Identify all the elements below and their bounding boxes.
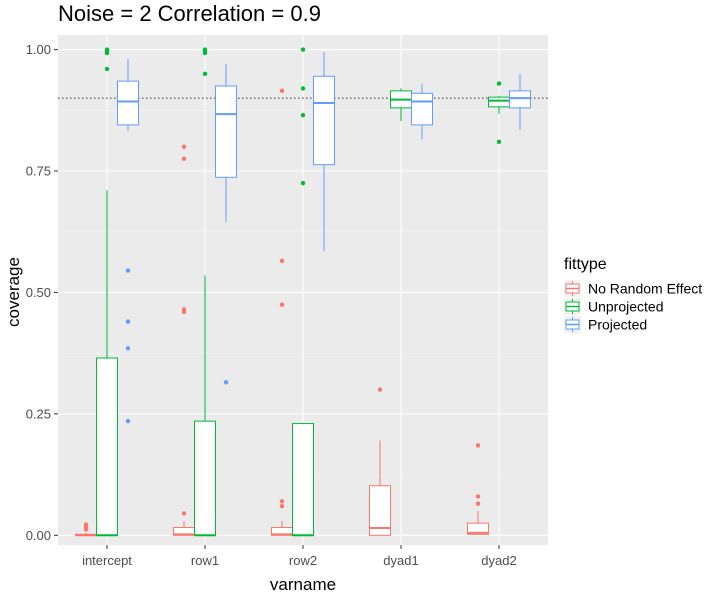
box bbox=[292, 423, 314, 536]
outlier-point bbox=[202, 71, 208, 77]
outlier-point bbox=[279, 88, 285, 94]
box-group bbox=[173, 144, 195, 536]
box-group bbox=[117, 59, 139, 424]
axes: 0.00 0.25 0.50 0.75 1.00 intercept row1 row2 dya… bbox=[26, 42, 517, 568]
outlier-point bbox=[300, 86, 306, 91]
outlier-point bbox=[279, 302, 285, 307]
outlier-point bbox=[300, 180, 306, 186]
outlier-point bbox=[181, 511, 187, 516]
y-tick-label: 0.25 bbox=[26, 406, 51, 421]
box bbox=[369, 485, 391, 536]
box-group bbox=[292, 47, 314, 537]
box bbox=[509, 90, 531, 109]
x-tick-label: row2 bbox=[289, 553, 317, 568]
y-axis-title: coverage bbox=[4, 257, 23, 327]
box-group bbox=[96, 47, 118, 537]
outlier-point bbox=[104, 66, 110, 72]
y-tick-label: 0.00 bbox=[26, 528, 51, 543]
outlier-point bbox=[181, 307, 187, 312]
box-group bbox=[313, 52, 335, 252]
outlier-point bbox=[496, 81, 502, 86]
x-tick-label: row1 bbox=[191, 553, 219, 568]
legend-key bbox=[564, 298, 581, 315]
outlier-point bbox=[223, 380, 229, 385]
box-group bbox=[75, 522, 97, 537]
box bbox=[488, 96, 510, 108]
outlier-point bbox=[83, 522, 89, 527]
outlier-point bbox=[181, 144, 187, 149]
box bbox=[117, 80, 139, 126]
outlier-point bbox=[181, 156, 187, 162]
outlier-point bbox=[475, 501, 481, 506]
box bbox=[194, 420, 216, 536]
box-group bbox=[215, 64, 237, 385]
legend-label: Unprojected bbox=[588, 299, 664, 315]
outlier-point bbox=[202, 47, 208, 52]
box-group bbox=[390, 88, 412, 121]
outlier-point bbox=[125, 418, 131, 424]
box-group bbox=[369, 387, 391, 536]
box bbox=[96, 357, 118, 536]
y-tick-label: 0.75 bbox=[26, 164, 51, 179]
outlier-point bbox=[279, 503, 285, 509]
outlier-point bbox=[377, 387, 383, 392]
box-group bbox=[194, 47, 216, 537]
chart-marks bbox=[75, 47, 531, 537]
y-tick-label: 1.00 bbox=[26, 42, 51, 57]
x-axis-title: varname bbox=[270, 575, 336, 594]
outlier-point bbox=[125, 319, 131, 324]
x-tick-label: dyad1 bbox=[383, 553, 418, 568]
legend-label: Projected bbox=[588, 317, 647, 333]
outlier-point bbox=[125, 346, 131, 351]
outlier-point bbox=[475, 443, 481, 448]
x-tick-label: dyad2 bbox=[481, 553, 516, 568]
box-group bbox=[509, 73, 531, 130]
legend-label: No Random Effect bbox=[588, 281, 702, 297]
y-tick-label: 0.50 bbox=[26, 285, 51, 300]
box bbox=[467, 522, 489, 535]
outlier-point bbox=[496, 139, 502, 145]
outlier-point bbox=[104, 47, 110, 52]
outlier-point bbox=[475, 494, 481, 499]
legend-title: fittype bbox=[564, 256, 607, 273]
outlier-point bbox=[300, 47, 306, 52]
legend-key bbox=[564, 316, 581, 333]
box-group bbox=[411, 83, 433, 140]
outlier-point bbox=[300, 112, 306, 118]
box-group bbox=[467, 443, 489, 536]
chart-title: Noise = 2 Correlation = 0.9 bbox=[58, 1, 321, 26]
box bbox=[411, 92, 433, 126]
legend-key bbox=[564, 280, 581, 297]
box bbox=[215, 85, 237, 178]
outlier-point bbox=[279, 258, 285, 264]
outlier-point bbox=[125, 268, 131, 273]
x-tick-label: intercept bbox=[82, 553, 132, 568]
outlier-point bbox=[279, 499, 285, 504]
box-group bbox=[271, 88, 293, 536]
legend: fittype No Random Effect Unprojected Proje… bbox=[564, 256, 702, 333]
box bbox=[313, 75, 335, 166]
